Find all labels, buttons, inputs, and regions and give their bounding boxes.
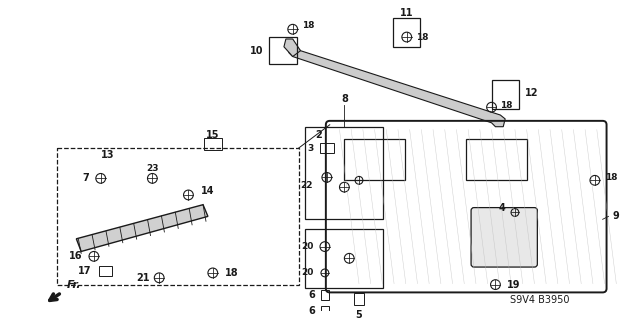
Polygon shape xyxy=(289,47,505,127)
Text: 11: 11 xyxy=(400,8,413,18)
Text: 23: 23 xyxy=(146,164,159,173)
Text: 4: 4 xyxy=(499,203,505,212)
Bar xyxy=(354,293,364,305)
Text: 3: 3 xyxy=(307,144,313,153)
Text: 17: 17 xyxy=(77,266,91,276)
Text: S9V4 B3950: S9V4 B3950 xyxy=(509,295,569,305)
FancyBboxPatch shape xyxy=(471,208,538,267)
Bar xyxy=(344,139,404,180)
Text: 10: 10 xyxy=(250,46,264,56)
Text: 9: 9 xyxy=(612,211,619,221)
Text: 20: 20 xyxy=(301,242,313,251)
Text: 18: 18 xyxy=(303,21,315,30)
Text: 14: 14 xyxy=(201,186,214,196)
Bar xyxy=(269,37,296,64)
Bar xyxy=(99,266,113,276)
Bar xyxy=(305,229,383,287)
Text: 21: 21 xyxy=(136,273,149,283)
Text: 22: 22 xyxy=(301,181,313,190)
Text: 16: 16 xyxy=(68,251,82,261)
Text: 6: 6 xyxy=(308,290,315,300)
Bar xyxy=(393,18,420,47)
Text: 5: 5 xyxy=(356,310,362,319)
Text: Fr.: Fr. xyxy=(67,280,81,291)
Text: 6: 6 xyxy=(308,306,315,316)
Text: 19: 19 xyxy=(507,280,520,290)
Polygon shape xyxy=(284,39,301,56)
Bar xyxy=(305,127,383,219)
Text: 18: 18 xyxy=(605,173,617,182)
Text: 7: 7 xyxy=(83,173,89,183)
Polygon shape xyxy=(76,205,208,251)
Text: 8: 8 xyxy=(341,94,348,104)
Text: 2: 2 xyxy=(315,130,322,139)
Text: 18: 18 xyxy=(500,101,513,110)
Bar xyxy=(492,80,519,109)
Bar xyxy=(204,138,221,150)
Bar xyxy=(321,291,329,300)
Text: 12: 12 xyxy=(525,88,538,98)
Bar xyxy=(321,306,329,316)
Text: 18: 18 xyxy=(225,268,238,278)
Bar xyxy=(320,143,333,153)
Text: 15: 15 xyxy=(206,130,220,139)
Text: 18: 18 xyxy=(417,33,429,41)
Bar xyxy=(57,148,298,285)
Text: 13: 13 xyxy=(100,150,115,160)
Text: 20: 20 xyxy=(301,268,313,278)
Bar xyxy=(466,139,527,180)
